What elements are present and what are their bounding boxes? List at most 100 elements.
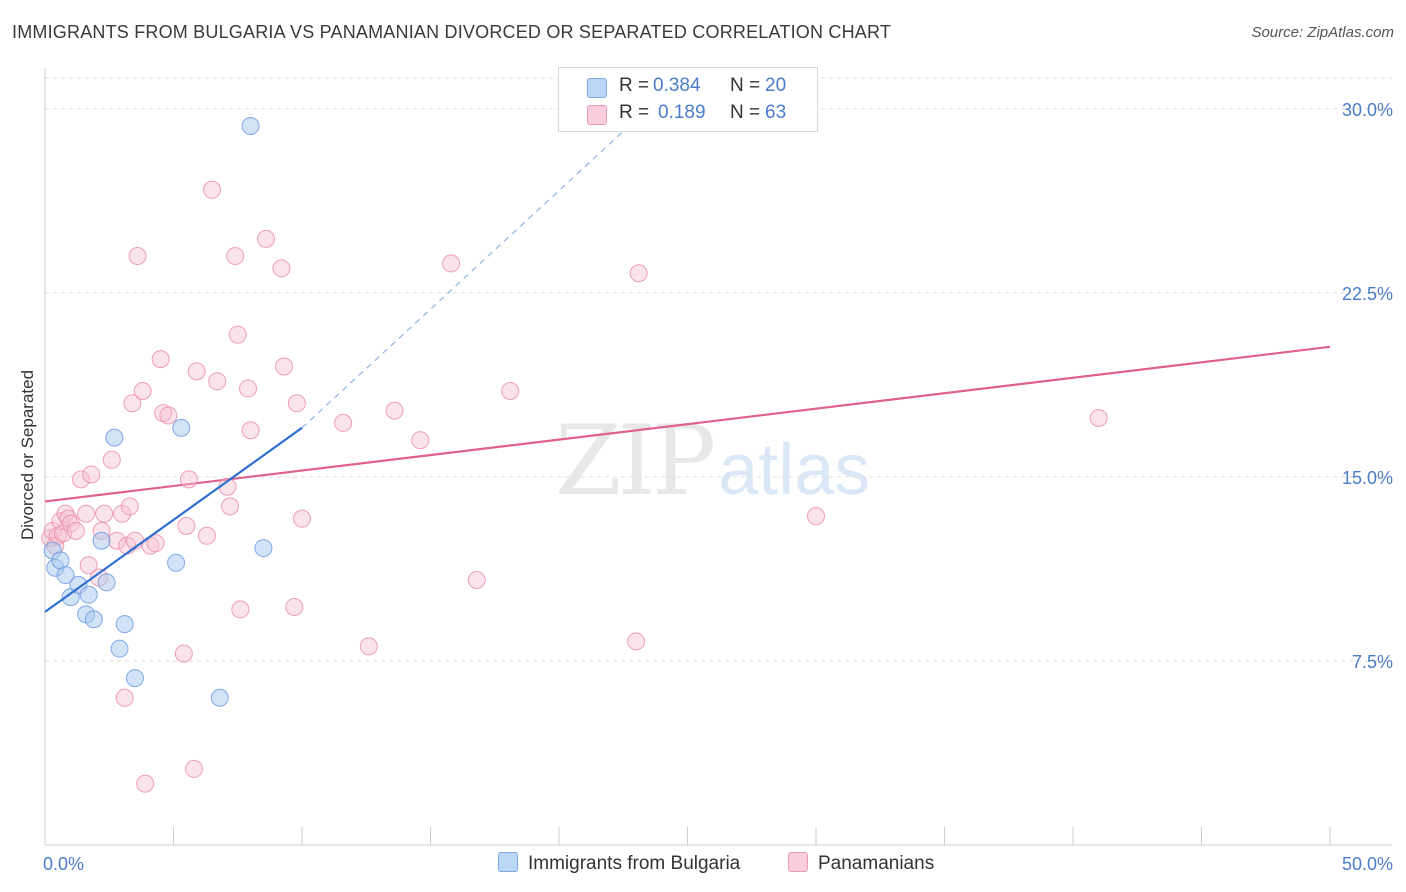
correlation-legend: R = 0.384 N = 20 R = 0.189 N = 63 — [558, 67, 818, 132]
trend-lines-bulgaria — [44, 71, 688, 613]
point-panamanians — [197, 526, 216, 545]
legend-row-bulgaria: R = 0.384 N = 20 — [559, 75, 817, 99]
bottom-legend-panamanians: Panamanians — [788, 852, 934, 875]
point-bulgaria — [92, 531, 111, 550]
point-panamanians — [442, 254, 461, 273]
legend-r-value: 0.384 — [653, 75, 701, 96]
point-panamanians — [287, 394, 306, 413]
legend-r-label: R = — [619, 102, 650, 123]
y-tick-label: 15.0% — [1342, 468, 1393, 488]
point-panamanians — [43, 521, 62, 540]
tick-labels: 7.5% 15.0% 22.5% 30.0% 0.0% 50.0% — [43, 100, 1393, 874]
point-panamanians — [257, 229, 276, 248]
point-bulgaria — [254, 539, 273, 558]
point-panamanians — [177, 516, 196, 535]
legend-n-value: 20 — [765, 75, 787, 96]
point-bulgaria — [97, 573, 116, 592]
point-panamanians — [293, 509, 311, 528]
point-panamanians — [146, 534, 165, 553]
point-bulgaria — [210, 688, 229, 707]
gridlines — [45, 77, 1392, 662]
legend-row-panamanians: R = 0.189 N = 63 — [559, 102, 817, 126]
point-panamanians — [203, 180, 222, 199]
point-panamanians — [239, 379, 258, 398]
bottom-legend-label-panamanians: Panamanians — [818, 853, 935, 874]
point-panamanians — [136, 774, 155, 793]
trend-lines-panamanians — [44, 345, 1331, 503]
point-panamanians — [77, 504, 96, 523]
point-panamanians — [221, 497, 240, 516]
legend-n-label: N = — [730, 102, 761, 123]
point-panamanians — [272, 259, 291, 278]
point-panamanians — [159, 406, 178, 425]
bottom-legend-label-bulgaria: Immigrants from Bulgaria — [528, 853, 741, 874]
point-panamanians — [79, 556, 98, 575]
point-panamanians — [411, 431, 430, 450]
axes — [44, 68, 1392, 846]
source-label: Source: ZipAtlas.com — [1251, 24, 1394, 41]
point-panamanians — [334, 413, 353, 432]
point-bulgaria — [241, 116, 260, 135]
point-panamanians — [627, 632, 646, 651]
y-tick-label: 7.5% — [1352, 652, 1393, 672]
point-panamanians — [151, 350, 170, 369]
point-panamanians — [208, 372, 227, 391]
point-panamanians — [501, 382, 520, 401]
point-panamanians — [385, 401, 404, 420]
point-panamanians — [128, 247, 147, 266]
y-tick-label: 30.0% — [1342, 100, 1393, 120]
legend-swatch-blue — [587, 78, 607, 98]
point-panamanians — [275, 357, 294, 376]
point-bulgaria — [172, 418, 191, 437]
legend-r-label: R = — [619, 75, 650, 96]
point-panamanians — [359, 637, 378, 656]
point-bulgaria — [125, 669, 144, 688]
point-panamanians — [174, 644, 193, 663]
point-panamanians — [120, 497, 139, 516]
point-panamanians — [228, 325, 247, 344]
point-panamanians — [226, 247, 245, 266]
point-panamanians — [285, 597, 304, 616]
point-panamanians — [102, 450, 121, 469]
point-panamanians — [115, 688, 134, 707]
legend-n-value: 63 — [765, 102, 787, 123]
point-panamanians — [231, 600, 250, 619]
point-panamanians — [467, 570, 486, 589]
bottom-legend-swatch-pink — [788, 852, 808, 872]
x-tick-label-min: 0.0% — [43, 854, 84, 874]
points-panamanians — [41, 180, 1108, 793]
point-bulgaria — [84, 610, 103, 629]
point-panamanians — [71, 470, 90, 489]
point-panamanians — [807, 507, 825, 526]
trendline-panamanians — [44, 345, 1331, 503]
point-panamanians — [241, 421, 260, 440]
chart-title: IMMIGRANTS FROM BULGARIA VS PANAMANIAN D… — [12, 22, 892, 42]
points-bulgaria — [43, 116, 273, 707]
point-panamanians — [113, 504, 132, 523]
y-tick-label: 22.5% — [1342, 284, 1393, 304]
bottom-legend-bulgaria: Immigrants from Bulgaria — [498, 852, 740, 875]
point-panamanians — [1089, 409, 1108, 428]
point-panamanians — [179, 470, 198, 489]
point-bulgaria — [167, 553, 186, 572]
point-panamanians — [154, 404, 173, 423]
bottom-legend-swatch-blue — [498, 852, 518, 872]
point-bulgaria — [105, 428, 124, 447]
point-panamanians — [82, 465, 101, 484]
point-panamanians — [95, 504, 114, 523]
point-bulgaria — [110, 639, 129, 658]
point-panamanians — [66, 521, 85, 540]
point-panamanians — [133, 382, 152, 401]
point-panamanians — [187, 362, 206, 381]
legend-r-value: 0.189 — [658, 102, 706, 123]
point-bulgaria — [115, 615, 134, 634]
legend-n-label: N = — [730, 75, 761, 96]
x-tick-label-max: 50.0% — [1342, 854, 1393, 874]
point-panamanians — [185, 759, 204, 778]
legend-swatch-pink — [587, 105, 607, 125]
trendline-bulgaria — [44, 426, 303, 613]
point-panamanians — [56, 504, 75, 523]
point-bulgaria — [79, 585, 98, 604]
point-bulgaria — [56, 566, 75, 585]
